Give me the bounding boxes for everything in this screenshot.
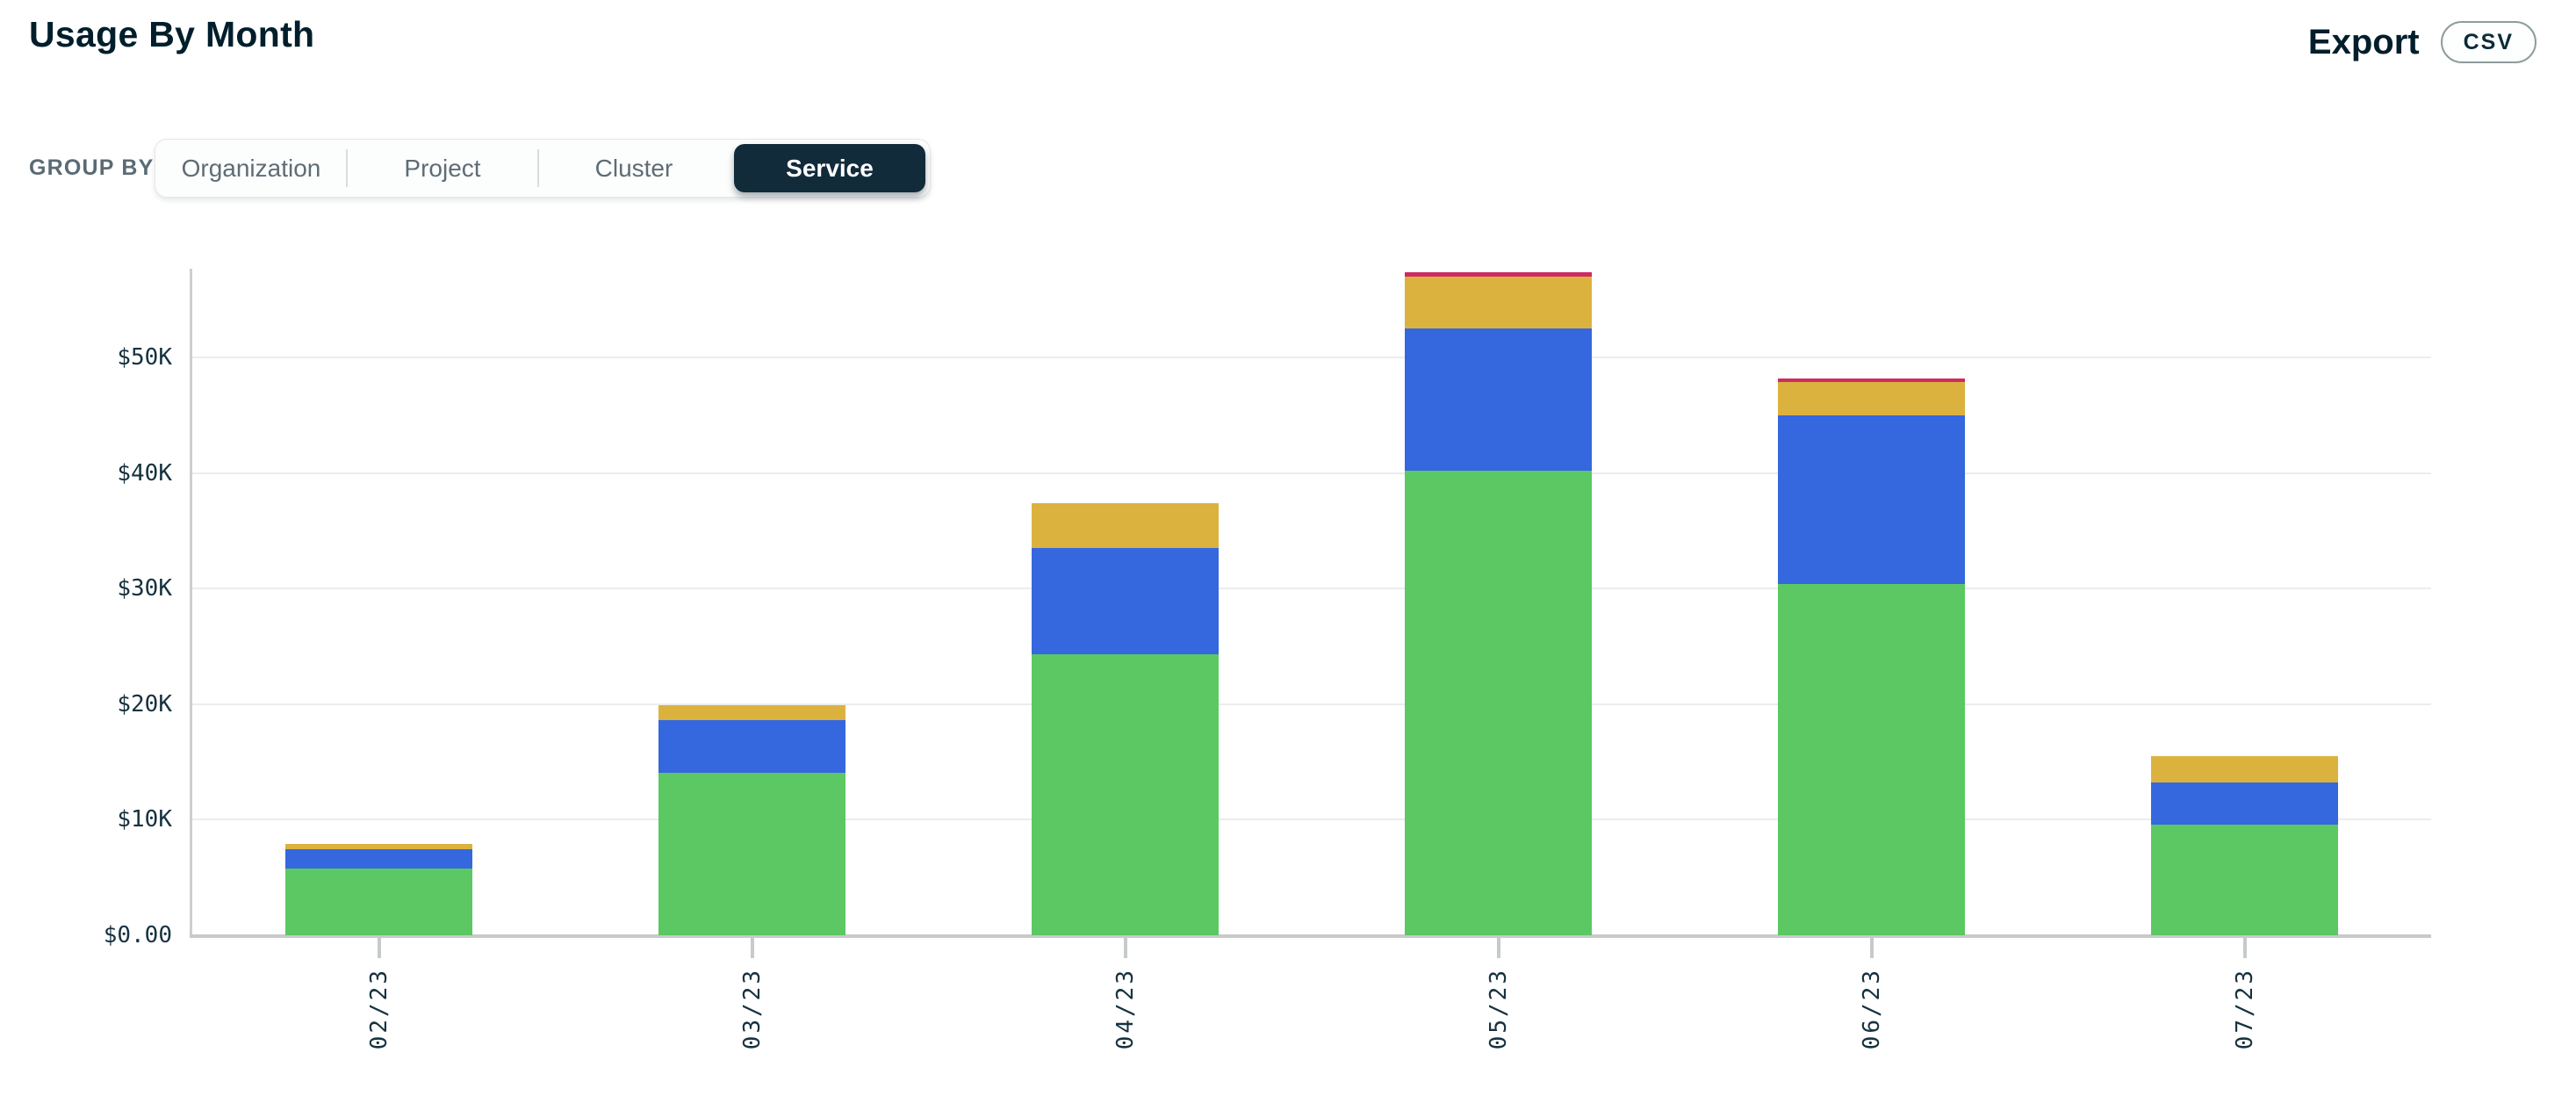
y-axis-line [190, 269, 192, 938]
x-axis-label: 07/23 [2226, 968, 2264, 1091]
gridline-$20K [192, 703, 2431, 705]
bar-segment-blue-service-07-23[interactable] [2151, 782, 2338, 825]
x-axis-label: 03/23 [733, 968, 772, 1091]
bar-segment-blue-service-05-23[interactable] [1405, 328, 1592, 471]
bar-segment-green-service-05-23[interactable] [1405, 471, 1592, 935]
export-label: Export [2307, 22, 2420, 61]
group-by-option-organization[interactable]: Organization [155, 140, 347, 197]
bar-segment-gold-service-02-23[interactable] [285, 844, 472, 849]
group-by-segmented-control: Organization Project Cluster Service [155, 139, 931, 198]
bar-segment-gold-service-07-23[interactable] [2151, 756, 2338, 782]
x-axis-tick [1869, 937, 1874, 958]
y-axis-tick-label: $40K [117, 459, 172, 487]
x-axis-tick [1123, 937, 1127, 958]
x-axis-label-text: 03/23 [738, 968, 766, 1050]
x-axis-label-text: 06/23 [1858, 968, 1885, 1050]
bar-segment-green-service-02-23[interactable] [285, 869, 472, 935]
x-axis-tick [377, 937, 381, 958]
bar-segment-green-service-06-23[interactable] [1778, 584, 1965, 935]
x-axis-label-text: 05/23 [1485, 968, 1512, 1050]
bar-segment-green-service-07-23[interactable] [2151, 825, 2338, 935]
group-by-option-cluster[interactable]: Cluster [537, 140, 730, 197]
x-axis-tick [1496, 937, 1500, 958]
bar-segment-magenta-service-06-23[interactable] [1778, 379, 1965, 382]
y-axis-tick-label: $10K [117, 806, 172, 833]
y-axis-tick-label: $20K [117, 690, 172, 717]
x-axis-tick [2242, 937, 2247, 958]
page-title: Usage By Month [29, 14, 315, 54]
bar-segment-gold-service-03-23[interactable] [658, 705, 845, 720]
export-csv-button[interactable]: CSV [2440, 21, 2536, 63]
bar-segment-green-service-03-23[interactable] [658, 773, 845, 935]
bar-segment-blue-service-03-23[interactable] [658, 720, 845, 773]
x-axis-label: 02/23 [360, 968, 399, 1091]
gridline-$50K [192, 357, 2431, 359]
x-axis-label-text: 02/23 [365, 968, 392, 1050]
bar-segment-blue-service-04-23[interactable] [1032, 548, 1219, 654]
bar-segment-gold-service-05-23[interactable] [1405, 277, 1592, 328]
bar-segment-green-service-04-23[interactable] [1032, 654, 1219, 935]
y-axis-tick-label: $50K [117, 344, 172, 371]
group-by-label: GROUP BY [29, 155, 155, 180]
y-axis-tick-label: $30K [117, 575, 172, 602]
gridline-$40K [192, 472, 2431, 474]
export-controls: Export CSV [2308, 21, 2536, 63]
bar-segment-magenta-service-05-23[interactable] [1405, 272, 1592, 277]
x-axis-label: 06/23 [1853, 968, 1891, 1091]
bar-segment-gold-service-06-23[interactable] [1778, 382, 1965, 415]
x-axis-line [190, 934, 2431, 938]
bar-segment-gold-service-04-23[interactable] [1032, 503, 1219, 548]
bar-segment-blue-service-02-23[interactable] [285, 849, 472, 869]
bar-segment-blue-service-06-23[interactable] [1778, 415, 1965, 584]
x-axis-tick [750, 937, 754, 958]
group-by-option-project[interactable]: Project [346, 140, 538, 197]
group-by-option-service[interactable]: Service [734, 144, 925, 192]
y-axis-tick-label: $0.00 [103, 922, 172, 948]
x-axis-label: 04/23 [1106, 968, 1145, 1091]
x-axis-label-text: 07/23 [2231, 968, 2258, 1050]
x-axis-label-text: 04/23 [1112, 968, 1139, 1050]
x-axis-label: 05/23 [1479, 968, 1518, 1091]
gridline-$30K [192, 588, 2431, 590]
gridline-$10K [192, 818, 2431, 821]
